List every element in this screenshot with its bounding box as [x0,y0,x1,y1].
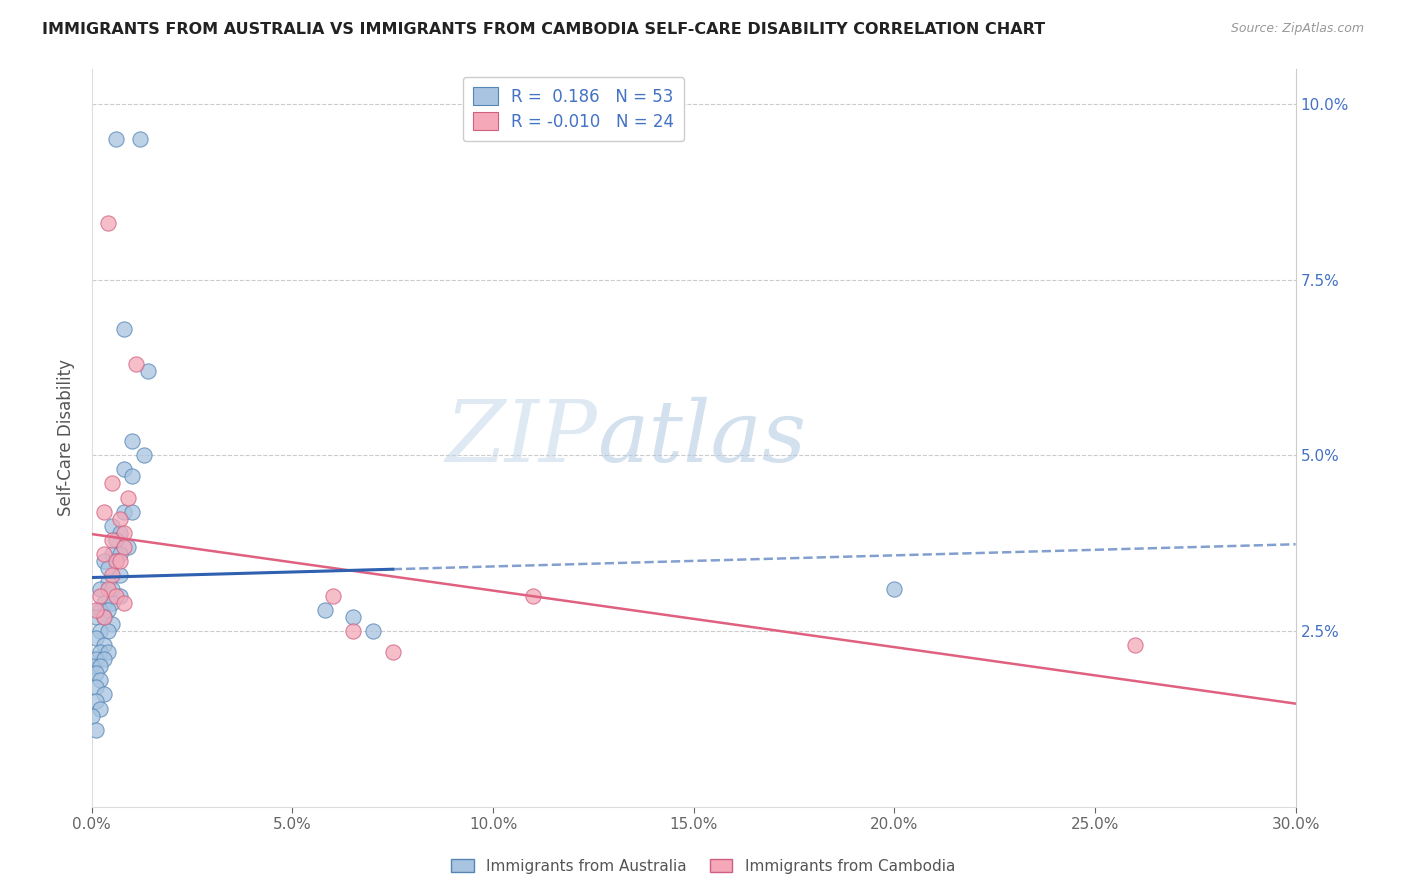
Point [136,364,159,378]
Point [125,357,148,371]
Point [97,216,120,230]
Point [101,518,124,533]
Point [89,701,111,715]
Point [89,582,111,596]
Point [97,645,120,659]
Point [104,132,127,146]
Point [93,638,115,652]
Legend: Immigrants from Australia, Immigrants from Cambodia: Immigrants from Australia, Immigrants fr… [444,853,962,880]
Y-axis label: Self-Care Disability: Self-Care Disability [58,359,75,516]
Point [93,596,115,610]
Point [117,540,139,554]
Point [112,540,135,554]
Point [112,525,135,540]
Point [108,511,131,525]
Point [93,610,115,624]
Point [121,469,143,483]
Point [132,448,155,462]
Point [108,525,131,540]
Point [883,582,905,596]
Point [104,533,127,547]
Point [104,554,127,568]
Point [522,589,544,603]
Point [97,624,120,639]
Point [112,462,135,476]
Point [101,617,124,632]
Point [342,610,364,624]
Point [108,589,131,603]
Text: IMMIGRANTS FROM AUSTRALIA VS IMMIGRANTS FROM CAMBODIA SELF-CARE DISABILITY CORRE: IMMIGRANTS FROM AUSTRALIA VS IMMIGRANTS … [42,22,1045,37]
Point [84,610,107,624]
Point [121,434,143,449]
Point [93,505,115,519]
Point [93,547,115,561]
Point [97,582,120,596]
Point [101,568,124,582]
Point [89,673,111,688]
Point [80,708,103,723]
Point [93,652,115,666]
Point [89,624,111,639]
Point [101,596,124,610]
Point [97,603,120,617]
Point [342,624,364,639]
Point [84,603,107,617]
Point [322,589,344,603]
Point [108,547,131,561]
Point [381,645,404,659]
Point [112,596,135,610]
Point [129,132,152,146]
Point [89,659,111,673]
Legend: R =  0.186   N = 53, R = -0.010   N = 24: R = 0.186 N = 53, R = -0.010 N = 24 [463,77,683,141]
Point [84,666,107,681]
Point [84,652,107,666]
Point [93,610,115,624]
Point [112,322,135,336]
Point [101,533,124,547]
Point [84,681,107,695]
Point [104,589,127,603]
Point [89,589,111,603]
Point [112,505,135,519]
Point [314,603,336,617]
Point [89,645,111,659]
Point [101,476,124,491]
Point [101,547,124,561]
Point [108,554,131,568]
Point [93,554,115,568]
Point [80,659,103,673]
Point [84,694,107,708]
Point [361,624,384,639]
Point [101,582,124,596]
Point [117,491,139,505]
Point [108,568,131,582]
Point [84,723,107,737]
Text: ZIP: ZIP [446,396,598,479]
Point [121,505,143,519]
Text: Source: ZipAtlas.com: Source: ZipAtlas.com [1230,22,1364,36]
Point [97,574,120,589]
Point [93,688,115,702]
Text: atlas: atlas [598,396,807,479]
Point [1123,638,1146,652]
Point [97,561,120,575]
Point [84,631,107,645]
Point [104,554,127,568]
Point [89,603,111,617]
